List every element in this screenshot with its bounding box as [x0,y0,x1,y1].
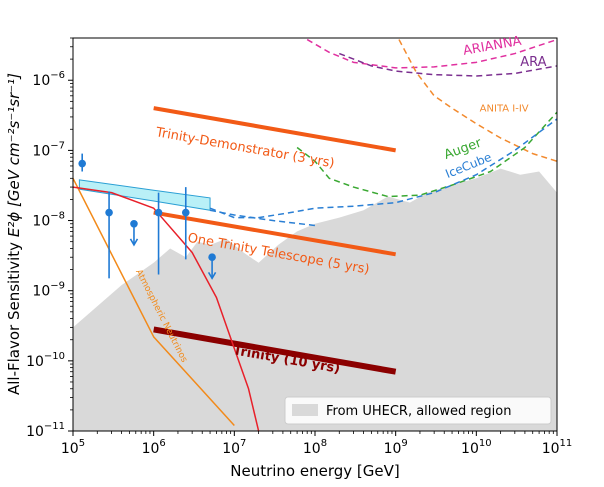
x-tick-label-9-base: 10 [384,441,402,457]
data-point-3 [154,208,163,217]
x-axis-label: Neutrino energy [GeV] [230,462,399,480]
series-auger [296,111,557,198]
x-tick-label-11: 1011 [542,438,573,457]
icecube-band [78,179,211,211]
y-tick-label-−10-base: 10 [26,354,44,370]
y-tick-label-−7-base: 10 [32,143,50,159]
legend-swatch [292,404,318,416]
series-astrophysical [73,186,260,431]
legend: From UHECR, allowed region [284,396,552,425]
x-tick-label-5-exponent: 5 [79,438,85,449]
y-tick-label-−10-exponent: −10 [44,351,65,362]
x-tick-label-11-exponent: 11 [560,438,573,449]
x-tick-label-10: 1010 [461,438,492,457]
x-tick-label-10-base: 10 [461,441,479,457]
x-tick-label-8-base: 10 [303,441,321,457]
data-point-5 [208,253,216,262]
data-point-upper-limit-arrow-5 [207,271,217,280]
x-tick-label-7-base: 10 [222,441,240,457]
x-tick-label-7: 107 [222,438,246,457]
axis-ticks [68,37,558,436]
x-tick-label-5: 105 [61,438,85,457]
series-one-trinity-telescope [153,210,397,257]
y-tick-label-−11: 10−11 [26,421,65,440]
legend-box [284,396,552,425]
y-tick-label-−7-exponent: −7 [50,140,65,151]
series-anita-i-iv [398,39,557,162]
x-tick-label-11-base: 10 [542,441,560,457]
data-point-0 [78,159,86,168]
y-tick-label-−6-exponent: −6 [50,70,65,81]
x-tick-label-8: 108 [303,438,327,457]
y-tick-label-−11-base: 10 [26,424,44,440]
x-tick-label-6-exponent: 6 [159,438,165,449]
y-tick-label-−9-base: 10 [32,284,50,300]
y-axis-label: All-Flavor Sensitivity E²ϕ [GeV cm⁻²s⁻¹s… [5,73,23,395]
uhecr-allowed-region [73,168,557,431]
annotation-ara: ARA [520,55,546,70]
data-point-4 [181,208,190,217]
x-tick-label-8-exponent: 8 [321,438,327,449]
series-trinity [153,326,397,375]
x-tick-label-9: 109 [384,438,408,457]
x-tick-label-7-exponent: 7 [240,438,246,449]
series-atmospheric-neutrinos [73,177,235,426]
y-tick-label-−8-base: 10 [32,214,50,230]
legend-label: From UHECR, allowed region [326,404,512,419]
y-tick-label-−8: 10−8 [32,211,65,230]
y-tick-label-−6-base: 10 [32,73,50,89]
x-tick-label-6: 106 [142,438,166,457]
y-tick-label-−7: 10−7 [32,140,65,159]
y-tick-label-−9-exponent: −9 [50,281,65,292]
x-tick-label-10-exponent: 10 [479,438,492,449]
y-tick-label-−9: 10−9 [32,281,65,300]
data-point-upper-limit-arrow-2 [129,238,139,247]
plot-area [73,38,557,431]
x-tick-label-9-exponent: 9 [401,438,407,449]
y-axis-label-math: E²ϕ [GeV cm⁻²s⁻¹sr⁻¹] [5,73,23,237]
y-tick-label-−10: 10−10 [26,351,65,370]
y-tick-label-−6: 10−6 [32,70,65,89]
series-arianna [306,38,557,69]
annotation-trinity-demonstrator-3-yrs: Trinity-Demonstrator (3 yrs) [154,125,336,171]
series-icecube-low [209,209,316,227]
x-tick-label-5-base: 10 [61,441,79,457]
x-tick-label-6-base: 10 [142,441,160,457]
y-tick-label-−8-exponent: −8 [50,211,65,222]
data-point-1 [105,208,113,217]
annotation-anita-i-iv: ANITA I-IV [480,103,529,114]
y-axis-label-prefix: All-Flavor Sensitivity [5,237,23,395]
data-point-2 [130,219,138,228]
series-trinity-demonstrator [153,106,397,153]
y-tick-label-−11-exponent: −11 [44,421,65,432]
series-ara [339,52,557,77]
